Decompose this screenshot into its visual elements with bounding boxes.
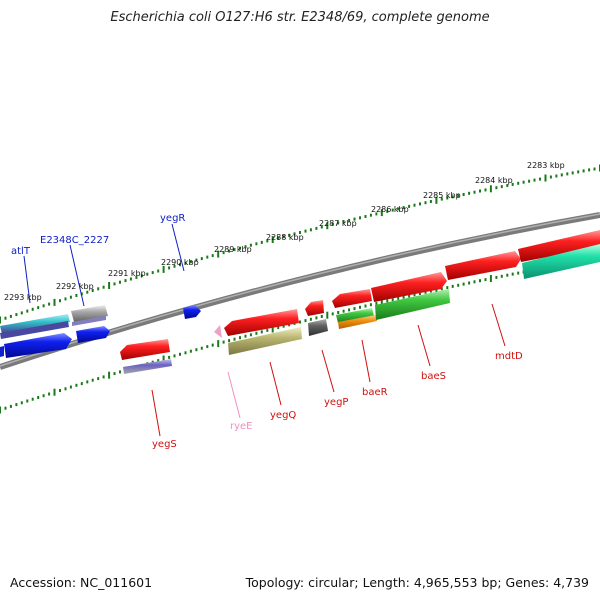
scale-label: 2289 kbp xyxy=(214,245,252,254)
gene-yegQ-olive[interactable] xyxy=(228,327,302,355)
scale-label: 2290 kbp xyxy=(161,258,199,267)
scale-label: 2285 kbp xyxy=(423,191,461,200)
gene-label-mdtD[interactable]: mdtD xyxy=(495,351,523,362)
gene-label-E2348C_2227[interactable]: E2348C_2227 xyxy=(40,235,109,246)
gene-yegS-purple[interactable] xyxy=(123,359,172,374)
gene-labels: atlT E2348C_2227 yegR yegS ryeE yegQ yeg… xyxy=(11,213,523,450)
gene-blue-stub xyxy=(0,346,4,357)
gene-yegP-grey[interactable] xyxy=(308,319,328,336)
gene-baeS[interactable] xyxy=(371,272,447,302)
scale-label: 2291 kbp xyxy=(108,269,146,278)
gene-label-yegR[interactable]: yegR xyxy=(160,213,185,224)
scale-label: 2287 kbp xyxy=(319,219,357,228)
map-title: Escherichia coli O127:H6 str. E2348/69, … xyxy=(110,10,490,25)
gene-mdtD[interactable] xyxy=(445,251,521,280)
gene-baeR-green[interactable] xyxy=(336,308,374,323)
gene-teal-right[interactable] xyxy=(522,244,600,279)
gene-E2348C_2227-band xyxy=(72,316,106,326)
topology-text: Topology: circular; Length: 4,965,553 bp… xyxy=(245,575,589,590)
gene-label-yegP[interactable]: yegP xyxy=(324,397,348,408)
gene-label-yegS[interactable]: yegS xyxy=(152,439,177,450)
scale-labels: 2293 kbp 2292 kbp 2291 kbp 2290 kbp 2289… xyxy=(4,161,565,302)
gene-label-atlT[interactable]: atlT xyxy=(11,246,31,257)
gene-red-right[interactable] xyxy=(518,230,600,262)
label-connectors xyxy=(23,223,506,437)
gene-yegR[interactable] xyxy=(183,305,201,319)
gene-label-yegQ[interactable]: yegQ xyxy=(270,410,296,421)
gene-baeR-orange[interactable] xyxy=(338,315,377,329)
gene-atlT[interactable] xyxy=(0,314,70,339)
gene-yegP[interactable] xyxy=(305,300,324,316)
gene-baeS-green[interactable] xyxy=(375,289,450,320)
accession-text: Accession: NC_011601 xyxy=(10,575,153,590)
scale-label: 2288 kbp xyxy=(266,233,304,242)
gene-blue-arrow[interactable] xyxy=(4,333,72,358)
scale-label: 2283 kbp xyxy=(527,161,565,170)
gene-label-baeR[interactable]: baeR xyxy=(362,387,388,398)
scale-label: 2284 kbp xyxy=(475,176,513,185)
gene-E2348C_2227[interactable] xyxy=(71,305,108,322)
scale-label: 2292 kbp xyxy=(56,282,94,291)
gene-yegS[interactable] xyxy=(120,339,170,360)
scale-label: 2286 kbp xyxy=(371,205,409,214)
gene-yegQ[interactable] xyxy=(224,309,299,336)
inner-scale-ticks xyxy=(0,254,600,414)
outer-scale-ticks xyxy=(0,164,600,324)
gene-blue-arrow-2[interactable] xyxy=(76,326,110,343)
gene-baeR[interactable] xyxy=(332,289,372,308)
scale-label: 2293 kbp xyxy=(4,293,42,302)
gene-label-ryeE[interactable]: ryeE xyxy=(230,421,253,432)
gene-ryeE[interactable] xyxy=(214,325,222,338)
gene-label-baeS[interactable]: baeS xyxy=(421,371,446,382)
